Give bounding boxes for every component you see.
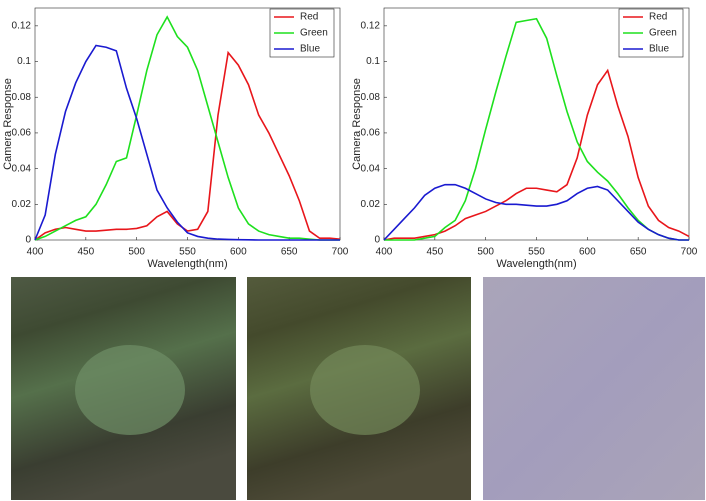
y-tick-label: 0.02 [361, 199, 381, 210]
x-tick-label: 550 [179, 247, 196, 258]
series-line [384, 17, 689, 241]
legend-label: Green [649, 28, 677, 39]
x-tick-label: 450 [77, 247, 94, 258]
y-tick-label: 0.1 [17, 56, 31, 67]
plant [310, 345, 420, 435]
x-tick-label: 500 [477, 247, 494, 258]
series-line [34, 44, 340, 241]
plant [75, 345, 185, 435]
series-line [383, 183, 689, 241]
x-tick-label: 400 [27, 247, 44, 258]
x-tick-label: 600 [230, 247, 247, 258]
x-axis-label: Wavelength(nm) [147, 258, 227, 270]
y-tick-label: 0.12 [12, 20, 32, 31]
series-line [383, 68, 690, 241]
y-tick-label: 0.08 [12, 92, 32, 103]
legend-label: Blue [649, 44, 669, 55]
x-tick-label: 550 [528, 247, 545, 258]
y-tick-label: 0.04 [12, 163, 32, 174]
y-tick-label: 0.06 [12, 128, 32, 139]
y-tick-label: 0.08 [361, 92, 381, 103]
x-tick-label: 650 [630, 247, 647, 258]
x-tick-label: 400 [376, 247, 393, 258]
y-axis-label: Camera Response [351, 78, 363, 170]
x-axis-label: Wavelength(nm) [496, 258, 576, 270]
y-tick-label: 0.1 [366, 56, 380, 67]
x-tick-label: 600 [579, 247, 596, 258]
y-tick-label: 0.06 [361, 128, 381, 139]
y-tick-label: 0 [374, 235, 380, 246]
x-tick-label: 450 [426, 247, 443, 258]
x-tick-label: 700 [332, 247, 349, 258]
legend-label: Blue [300, 44, 320, 55]
y-axis-label: Camera Response [2, 78, 14, 170]
x-tick-label: 500 [128, 247, 145, 258]
x-tick-label: 650 [281, 247, 298, 258]
legend-label: Red [300, 12, 318, 23]
y-tick-label: 0 [25, 235, 31, 246]
legend-label: Green [300, 28, 328, 39]
y-tick-label: 0.02 [12, 199, 32, 210]
y-tick-label: 0.12 [361, 20, 381, 31]
series-line [34, 50, 341, 241]
photo-residual [483, 277, 705, 500]
y-tick-label: 0.04 [361, 163, 381, 174]
series-line [34, 15, 340, 241]
legend-label: Red [649, 12, 667, 23]
x-tick-label: 700 [681, 247, 698, 258]
